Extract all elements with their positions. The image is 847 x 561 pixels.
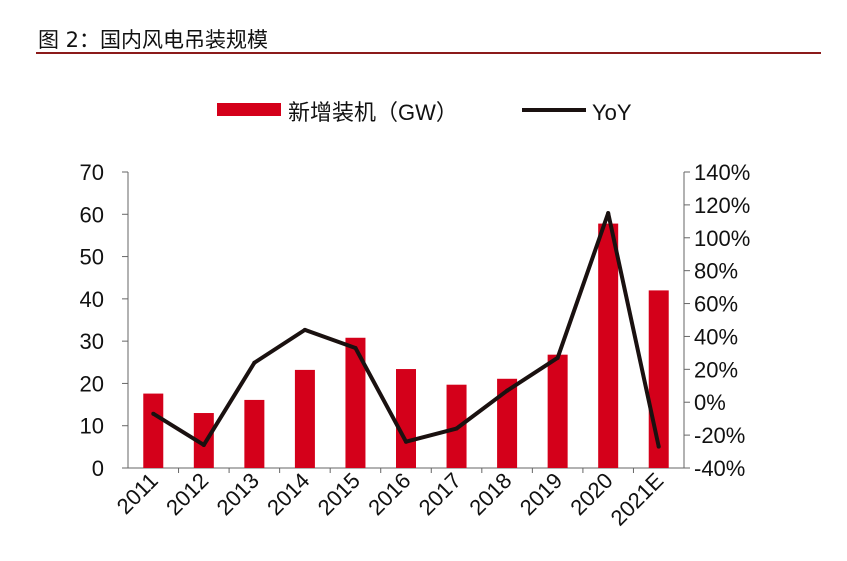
- right-tick-label: 140%: [694, 160, 750, 185]
- title-rule: [36, 52, 821, 54]
- bar-2012: [193, 413, 214, 468]
- left-tick-label: 30: [80, 329, 104, 354]
- x-tick-label: 2011: [112, 468, 163, 519]
- yoy-point-2016: [404, 439, 408, 444]
- right-tick-label: 0%: [694, 390, 726, 415]
- left-tick-label: 70: [80, 160, 104, 185]
- x-tick-label: 2019: [515, 468, 567, 520]
- x-tick-label: 2013: [212, 468, 264, 520]
- yoy-point-2014: [302, 327, 307, 332]
- right-tick-label: 60%: [694, 292, 738, 317]
- bar-2016: [396, 369, 416, 468]
- yoy-point-2013: [252, 360, 257, 365]
- bar-2013: [244, 399, 265, 468]
- yoy-point-2011: [151, 411, 156, 416]
- right-tick-label: 80%: [694, 259, 738, 284]
- left-tick-label: 10: [80, 414, 104, 439]
- x-tick-label: 2012: [161, 468, 213, 520]
- left-tick-label: 50: [80, 245, 104, 270]
- x-tick-label: 2014: [262, 468, 314, 520]
- figure-title: 图 2：国内风电吊装规模: [38, 28, 269, 52]
- x-tick-label: 2021E: [606, 468, 669, 531]
- left-tick-label: 20: [80, 371, 104, 396]
- legend-label-line: YoY: [592, 100, 632, 125]
- right-tick-label: 40%: [694, 324, 738, 349]
- x-tick-label: 2018: [464, 468, 516, 520]
- yoy-point-2018: [505, 388, 510, 393]
- x-tick-label: 2017: [414, 468, 466, 520]
- yoy-line-series: [151, 211, 661, 449]
- axes: 0 10 20 30 40 50 60 70 -40% -20% 0% 20% 40% 60% 80% 100…: [80, 160, 751, 481]
- bar-2020: [598, 223, 619, 468]
- left-tick-label: 0: [92, 456, 104, 481]
- left-tick-label: 60: [80, 202, 104, 227]
- bar-2014: [294, 369, 315, 468]
- right-tick-label: -20%: [694, 423, 745, 448]
- bar-2019: [547, 354, 568, 468]
- right-tick-label: 20%: [694, 357, 738, 382]
- x-tick-label: 2015: [313, 468, 365, 520]
- right-tick-label: -40%: [694, 456, 745, 481]
- yoy-point-2020: [606, 211, 611, 216]
- legend: 新增装机（GW） YoY: [217, 100, 632, 125]
- bars: [143, 223, 669, 468]
- legend-swatch-bar: [217, 103, 281, 116]
- yoy-point-2021E: [656, 444, 661, 449]
- x-axis-labels: 2011201220132014201520162017201820192020…: [112, 468, 669, 531]
- left-tick-label: 40: [80, 287, 104, 312]
- right-tick-label: 100%: [694, 226, 750, 251]
- bar-2011: [143, 393, 164, 468]
- legend-label-bar: 新增装机（GW）: [288, 100, 458, 125]
- x-tick-label: 2016: [363, 468, 415, 520]
- yoy-point-2012: [201, 442, 206, 447]
- bar-2015: [345, 337, 366, 468]
- yoy-point-2015: [353, 345, 358, 350]
- yoy-point-2019: [555, 355, 560, 360]
- right-tick-label: 120%: [694, 193, 750, 218]
- yoy-point-2017: [454, 426, 459, 431]
- bar-2018: [497, 378, 518, 468]
